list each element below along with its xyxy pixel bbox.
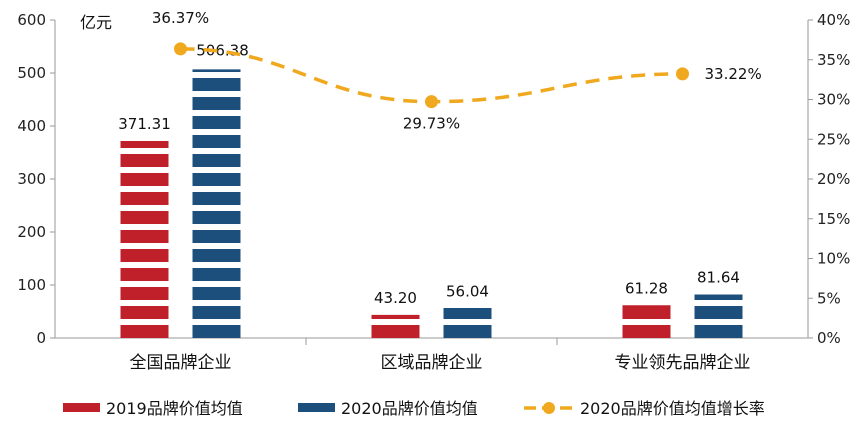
- bar-2019: [371, 315, 420, 338]
- unit-label: 亿元: [80, 13, 112, 32]
- growth-rate-point: [174, 42, 187, 56]
- bar-2019: [120, 141, 169, 338]
- right-tick-label: 25%: [817, 130, 850, 148]
- right-tick-label: 15%: [817, 210, 850, 228]
- growth-rate-point: [676, 67, 689, 81]
- bar-2020: [443, 308, 492, 338]
- left-tick-label: 300: [17, 170, 46, 188]
- growth-rate-line: [180, 47, 683, 104]
- bar-2020: [192, 69, 241, 339]
- bar-value-label: 56.04: [446, 282, 489, 300]
- growth-rate-point: [425, 95, 438, 109]
- right-tick-label: 10%: [817, 250, 850, 268]
- left-tick-label: 400: [17, 117, 46, 135]
- growth-rate-label: 36.37%: [152, 9, 209, 27]
- right-tick-label: 35%: [817, 51, 850, 69]
- legend-swatch-growth-point: [543, 402, 555, 414]
- legend-swatch-2020: [298, 403, 335, 412]
- legend-label-2020: 2020品牌价值均值: [341, 399, 478, 418]
- legend-label-2019: 2019品牌价值均值: [106, 399, 243, 418]
- left-tick-label: 100: [17, 276, 46, 294]
- growth-rate-label: 33.22%: [705, 65, 762, 83]
- bar-value-label: 81.64: [697, 269, 740, 287]
- right-tick-label: 30%: [817, 91, 850, 109]
- right-tick-label: 5%: [817, 289, 841, 307]
- right-tick-label: 40%: [817, 11, 850, 29]
- legend-label-growth: 2020品牌价值均值增长率: [580, 399, 765, 418]
- category-label: 专业领先品牌企业: [615, 353, 751, 373]
- bar-value-label: 43.20: [374, 289, 417, 307]
- bar-value-label: 371.31: [118, 115, 171, 133]
- bar-2020: [694, 294, 743, 338]
- right-tick-label: 20%: [817, 170, 850, 188]
- left-tick-label: 600: [17, 11, 46, 29]
- left-tick-label: 0: [36, 329, 46, 347]
- bar-2019: [622, 305, 671, 338]
- left-tick-label: 500: [17, 64, 46, 82]
- bar-value-label: 61.28: [625, 280, 668, 298]
- category-label: 区域品牌企业: [381, 353, 483, 373]
- legend-swatch-2019: [63, 403, 100, 412]
- growth-rate-label: 29.73%: [403, 115, 460, 133]
- right-tick-label: 0%: [817, 329, 841, 347]
- category-label: 全国品牌企业: [130, 353, 232, 373]
- left-tick-label: 200: [17, 223, 46, 241]
